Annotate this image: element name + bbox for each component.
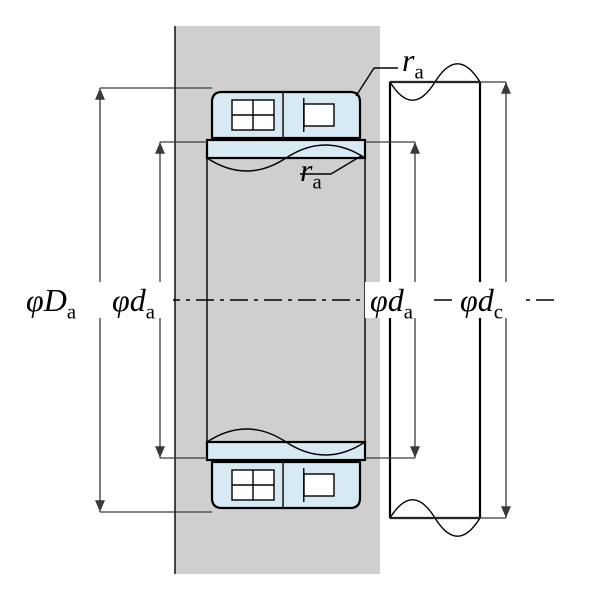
label-da-left: φda [112,282,155,324]
label-da-right: φda [370,282,413,324]
label-ra-outer: ra [402,42,424,84]
label-dc: φdc [460,282,503,324]
label-Da: φDa [26,282,76,324]
label-ra-inner: ra [300,152,322,194]
